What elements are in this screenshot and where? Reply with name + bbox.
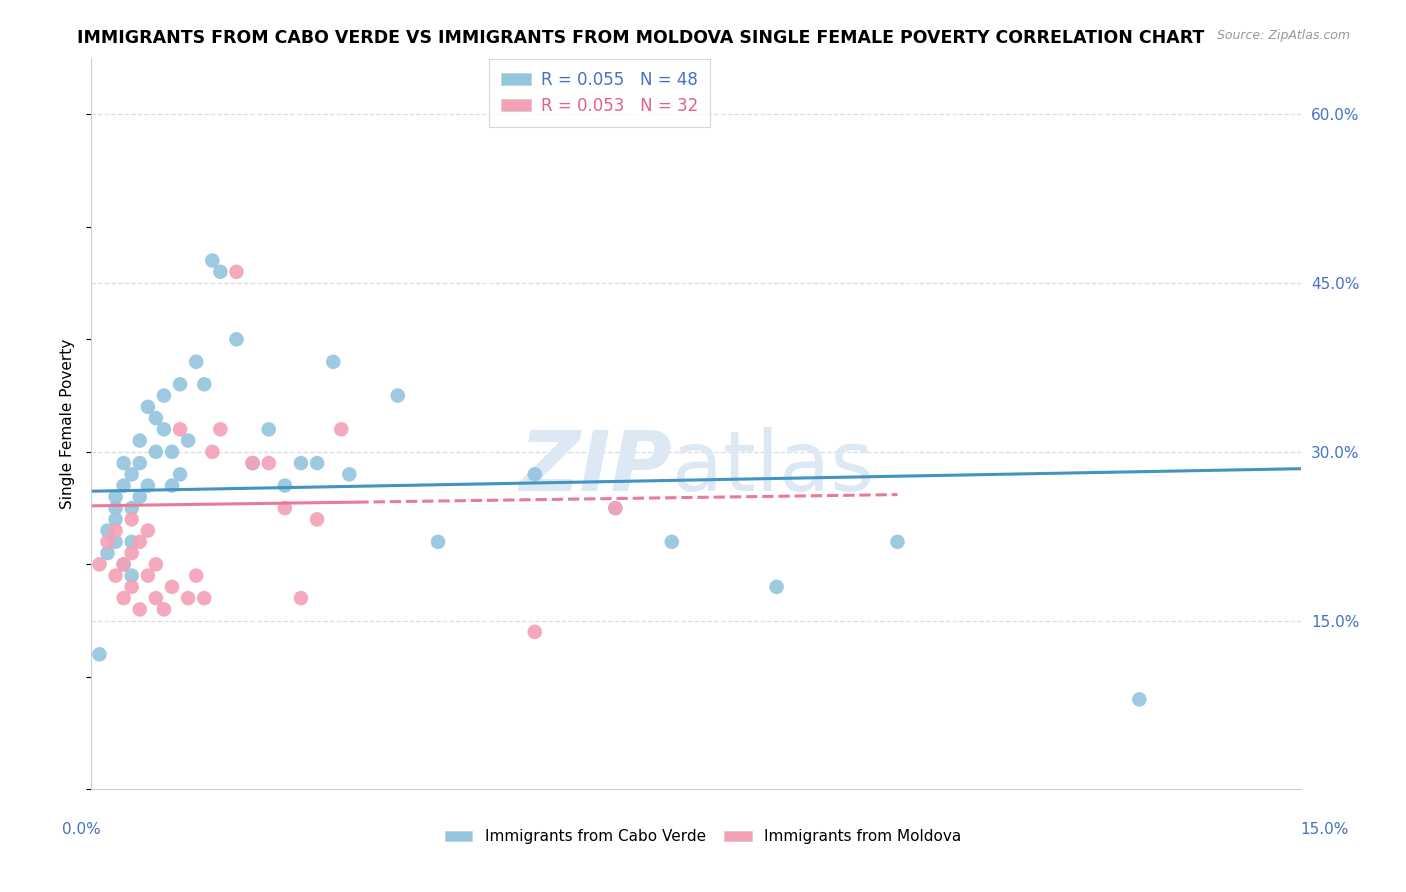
Point: [121, 580, 143, 594]
Point: [177, 434, 200, 448]
Point: [128, 456, 150, 470]
Point: [177, 591, 200, 606]
Point: [242, 456, 264, 470]
Point: [145, 411, 167, 425]
Point: [145, 558, 167, 572]
Text: 0.0%: 0.0%: [62, 822, 101, 837]
Point: [121, 512, 143, 526]
Point: [136, 478, 159, 492]
Point: [274, 501, 297, 516]
Point: [104, 524, 127, 538]
Point: [307, 512, 329, 526]
Point: [153, 388, 176, 402]
Point: [121, 501, 143, 516]
Point: [121, 534, 143, 549]
Point: [169, 467, 191, 482]
Point: [89, 648, 111, 662]
Point: [160, 580, 183, 594]
Legend: R = 0.055   N = 48, R = 0.053   N = 32: R = 0.055 N = 48, R = 0.053 N = 32: [489, 59, 710, 127]
Point: [145, 445, 167, 459]
Point: [605, 501, 627, 516]
Point: [112, 558, 135, 572]
Point: [193, 591, 215, 606]
Point: [128, 602, 150, 616]
Point: [104, 568, 127, 582]
Point: [136, 568, 159, 582]
Point: [193, 377, 215, 392]
Point: [169, 377, 191, 392]
Point: [337, 467, 360, 482]
Text: 15.0%: 15.0%: [1301, 822, 1348, 837]
Point: [121, 546, 143, 560]
Legend: Immigrants from Cabo Verde, Immigrants from Moldova: Immigrants from Cabo Verde, Immigrants f…: [439, 823, 967, 850]
Point: [427, 534, 450, 549]
Point: [104, 534, 127, 549]
Point: [765, 580, 787, 594]
Point: [274, 478, 297, 492]
Point: [153, 602, 176, 616]
Text: Source: ZipAtlas.com: Source: ZipAtlas.com: [1216, 29, 1350, 42]
Point: [257, 422, 280, 436]
Point: [330, 422, 353, 436]
Point: [290, 591, 312, 606]
Point: [201, 253, 224, 268]
Point: [209, 422, 232, 436]
Point: [128, 434, 150, 448]
Point: [257, 456, 280, 470]
Point: [153, 422, 176, 436]
Point: [242, 456, 264, 470]
Point: [225, 265, 247, 279]
Point: [128, 490, 150, 504]
Point: [160, 445, 183, 459]
Text: atlas: atlas: [672, 427, 873, 508]
Point: [523, 624, 546, 639]
Point: [96, 546, 118, 560]
Point: [387, 388, 409, 402]
Point: [290, 456, 312, 470]
Point: [661, 534, 683, 549]
Point: [186, 568, 208, 582]
Point: [104, 501, 127, 516]
Point: [128, 534, 150, 549]
Point: [145, 591, 167, 606]
Point: [96, 534, 118, 549]
Point: [89, 558, 111, 572]
Point: [523, 467, 546, 482]
Point: [307, 456, 329, 470]
Point: [121, 467, 143, 482]
Point: [169, 422, 191, 436]
Point: [112, 591, 135, 606]
Point: [225, 332, 247, 346]
Point: [209, 265, 232, 279]
Point: [96, 524, 118, 538]
Point: [201, 445, 224, 459]
Point: [886, 534, 908, 549]
Point: [121, 568, 143, 582]
Y-axis label: Single Female Poverty: Single Female Poverty: [60, 339, 76, 508]
Point: [160, 478, 183, 492]
Text: IMMIGRANTS FROM CABO VERDE VS IMMIGRANTS FROM MOLDOVA SINGLE FEMALE POVERTY CORR: IMMIGRANTS FROM CABO VERDE VS IMMIGRANTS…: [77, 29, 1205, 46]
Point: [1128, 692, 1150, 706]
Point: [112, 558, 135, 572]
Text: ZIP: ZIP: [519, 427, 672, 508]
Point: [322, 355, 344, 369]
Point: [112, 478, 135, 492]
Point: [104, 490, 127, 504]
Point: [605, 501, 627, 516]
Point: [136, 524, 159, 538]
Point: [136, 400, 159, 414]
Point: [104, 512, 127, 526]
Point: [112, 456, 135, 470]
Point: [186, 355, 208, 369]
